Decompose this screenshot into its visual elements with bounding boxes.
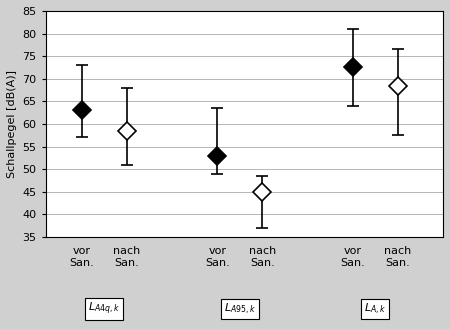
Text: $L_{A4q,k}$: $L_{A4q,k}$ <box>88 301 121 317</box>
Text: $L_{A,k}$: $L_{A,k}$ <box>364 302 387 316</box>
Y-axis label: Schallpegel [dB(A)]: Schallpegel [dB(A)] <box>7 70 17 178</box>
Text: $L_{A95,k}$: $L_{A95,k}$ <box>224 302 256 316</box>
